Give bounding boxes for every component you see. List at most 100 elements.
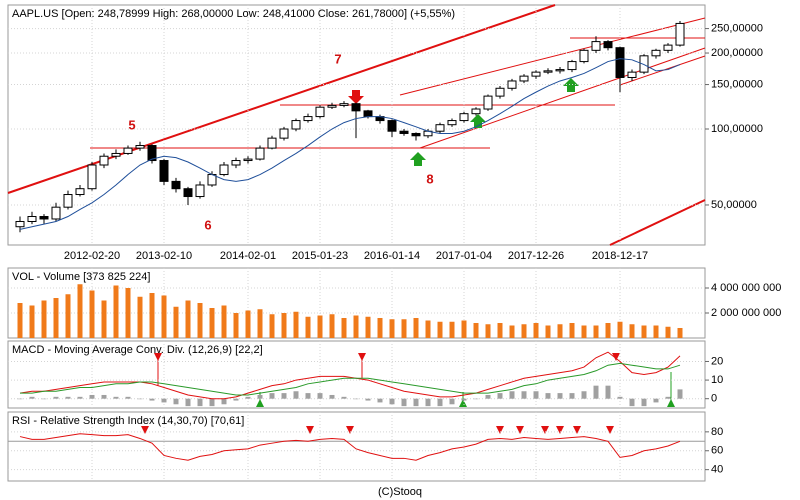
volume-bar: [557, 324, 563, 338]
candle-body: [543, 70, 553, 73]
candle-body: [291, 120, 301, 130]
series-line: [20, 362, 681, 396]
histogram-bar: [113, 396, 119, 399]
sell-marker: [541, 426, 549, 434]
sell-marker: [496, 426, 504, 434]
candle-body: [339, 103, 349, 106]
buy-marker: [256, 399, 264, 407]
moving-average: [19, 58, 681, 230]
candle-body: [51, 206, 61, 220]
y-tick-label: 2 000 000 000: [711, 307, 781, 319]
candle-body: [507, 80, 517, 89]
candle-body: [471, 108, 481, 115]
histogram-bar: [677, 389, 683, 399]
histogram-bar: [509, 391, 515, 399]
buy-marker: [667, 399, 675, 407]
histogram-bar: [377, 398, 383, 403]
histogram-bar: [185, 398, 191, 407]
y-tick-label: 4 000 000 000: [711, 282, 781, 294]
x-tick-label: 2014-02-01: [220, 250, 276, 262]
volume-bar: [449, 321, 455, 338]
histogram-bar: [293, 391, 299, 399]
histogram-bar: [89, 394, 95, 399]
candle-body: [639, 55, 649, 73]
y-tick-label: 150,00000: [711, 78, 763, 90]
trend-line: [399, 17, 706, 96]
candle-body: [519, 75, 529, 82]
candle-body: [63, 194, 73, 208]
panel-title: AAPL.US [Open: 248,78999 High: 268,00000…: [12, 8, 455, 20]
candle-body: [531, 71, 541, 77]
candle-body: [171, 180, 181, 190]
volume-bar: [293, 311, 299, 338]
rsi-signals: [141, 426, 614, 434]
histogram-bar: [413, 398, 419, 407]
histogram-bar: [161, 398, 167, 403]
histogram-bar: [77, 396, 83, 399]
volume-bar: [269, 314, 275, 338]
volume-bar: [521, 324, 527, 338]
sell-marker: [306, 426, 314, 434]
candle-body: [279, 128, 289, 139]
candle-body: [663, 44, 673, 51]
candle-body: [183, 188, 193, 198]
candle-body: [135, 145, 145, 149]
x-tick-label: 2016-01-14: [364, 250, 420, 262]
candle-body: [591, 41, 601, 51]
histogram-bar: [641, 398, 647, 407]
histogram-bar: [209, 398, 215, 407]
volume-bar: [89, 290, 95, 338]
x-tick-label: 2018-12-17: [592, 250, 648, 262]
histogram-bar: [593, 385, 599, 399]
histogram-bar: [449, 398, 455, 405]
volume-bar: [353, 315, 359, 338]
volume-bar: [101, 300, 107, 338]
histogram-bar: [53, 396, 59, 399]
histogram-bar: [629, 398, 635, 407]
annotation: 6: [204, 217, 211, 232]
candle-body: [675, 22, 685, 46]
candle-body: [495, 87, 505, 97]
sell-marker: [606, 426, 614, 434]
x-tick-label: 2017-12-26: [508, 250, 564, 262]
volume-bar: [653, 325, 659, 338]
candle-body: [75, 188, 85, 196]
candle-body: [195, 184, 205, 198]
histogram-bar: [521, 391, 527, 399]
histogram-bar: [581, 391, 587, 399]
candle-body: [411, 132, 421, 137]
volume-bar: [377, 318, 383, 338]
candle-body: [327, 104, 337, 108]
volume-bar: [497, 323, 503, 338]
candle-body: [459, 113, 469, 122]
histogram-bar: [149, 398, 155, 401]
trend-line: [7, 4, 556, 194]
candle-body: [123, 147, 133, 154]
macd-panel: [7, 340, 706, 409]
volume-bar: [113, 285, 119, 338]
histogram-bar: [125, 396, 131, 399]
macd-signals: [154, 353, 675, 407]
candle-body: [255, 147, 265, 160]
volume-bar: [281, 313, 287, 338]
candle-body: [27, 216, 37, 222]
volume-bar: [341, 318, 347, 338]
volume-bar: [173, 306, 179, 338]
sell-marker: [573, 426, 581, 434]
histogram-bar: [533, 391, 539, 399]
volume-bar: [53, 298, 59, 338]
candle-body: [147, 145, 157, 162]
volume-bar: [401, 319, 407, 338]
x-tick-label: 2012-02-20: [64, 250, 120, 262]
panels: [7, 4, 706, 482]
volume-bar: [137, 296, 143, 338]
histogram-bar: [485, 394, 491, 399]
volume-bar: [329, 314, 335, 338]
annotation: 5: [128, 117, 135, 132]
volume-bar: [221, 305, 227, 338]
sell-marker: [516, 426, 524, 434]
histogram-bar: [305, 393, 311, 399]
buy-arrow: [410, 152, 426, 166]
y-tick-label: 0: [711, 393, 717, 405]
volume-bar: [533, 323, 539, 338]
